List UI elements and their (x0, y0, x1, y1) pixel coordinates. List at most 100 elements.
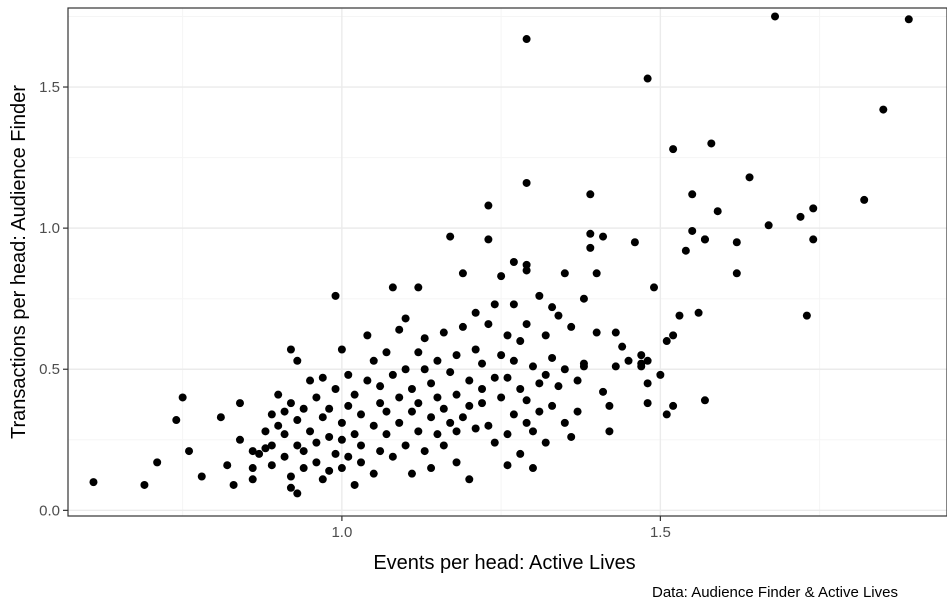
data-point (325, 466, 334, 475)
data-point (331, 385, 340, 393)
data-point (280, 430, 289, 439)
data-point (350, 480, 359, 489)
data-point (567, 432, 576, 441)
data-point (554, 382, 563, 391)
data-point (637, 362, 646, 371)
data-point (286, 472, 295, 481)
y-tick-label: 0.5 (39, 361, 60, 378)
data-point (458, 322, 467, 331)
data-point (465, 401, 474, 410)
data-point (401, 441, 410, 450)
data-point (516, 385, 525, 393)
data-point (325, 404, 334, 413)
data-point (548, 303, 557, 312)
data-point (522, 320, 531, 329)
data-point (337, 345, 346, 354)
data-point (89, 478, 98, 487)
data-point (522, 260, 531, 269)
data-point (567, 322, 576, 331)
data-point (560, 365, 569, 374)
data-point (656, 370, 665, 379)
data-point (522, 266, 531, 275)
y-tick-label: 1.0 (39, 220, 60, 237)
data-point (446, 232, 455, 241)
data-point (267, 441, 276, 450)
data-point (560, 418, 569, 427)
data-point (140, 480, 149, 489)
data-point (172, 416, 181, 425)
data-point (503, 373, 512, 382)
data-point (579, 359, 588, 368)
data-point (325, 432, 334, 441)
data-point (497, 272, 506, 281)
data-point (509, 410, 518, 419)
data-point (395, 418, 404, 427)
data-point (745, 173, 754, 182)
data-point (433, 356, 442, 365)
data-point (331, 291, 340, 300)
y-axis-title: Transactions per head: Audience Finder (8, 85, 30, 439)
data-point (503, 430, 512, 439)
data-point (503, 461, 512, 470)
data-point (541, 370, 550, 379)
data-point (223, 461, 232, 470)
y-axis-ticks: 0.0 0.5 1.0 1.5 (39, 79, 68, 519)
data-point (414, 427, 423, 436)
data-point (337, 435, 346, 444)
grid-major (68, 8, 947, 516)
data-point (509, 300, 518, 309)
data-point (586, 229, 595, 238)
data-point (497, 393, 506, 402)
data-point (484, 235, 493, 244)
data-point (357, 441, 365, 450)
data-point (185, 447, 194, 456)
data-point (592, 269, 601, 278)
data-point (427, 379, 436, 388)
data-point (267, 461, 276, 470)
data-point (509, 258, 518, 266)
data-point (357, 410, 365, 419)
data-point (471, 345, 480, 354)
data-point (605, 427, 614, 436)
data-point (306, 427, 315, 436)
data-point (669, 331, 678, 340)
data-point (630, 238, 639, 247)
data-point (528, 427, 537, 436)
data-point (700, 235, 709, 244)
data-point (369, 356, 378, 365)
data-point (382, 430, 391, 439)
data-point (688, 226, 697, 235)
data-point (274, 421, 283, 430)
data-point (548, 401, 557, 410)
data-point (541, 438, 550, 447)
data-point (255, 449, 264, 458)
data-point (528, 362, 537, 371)
data-point (452, 427, 461, 436)
data-point (452, 390, 461, 399)
data-point (407, 385, 416, 393)
data-point (376, 382, 385, 391)
data-point (541, 331, 550, 340)
data-point (299, 404, 308, 413)
data-point (395, 393, 404, 402)
data-point (420, 447, 429, 456)
data-point (465, 475, 474, 484)
data-point (216, 413, 225, 422)
data-point (357, 458, 365, 467)
data-point (599, 232, 608, 241)
data-point (312, 438, 321, 447)
data-point (478, 385, 487, 393)
data-point (433, 393, 442, 402)
data-point (363, 376, 372, 385)
data-point (560, 269, 569, 278)
data-point (471, 308, 480, 317)
data-point (248, 447, 257, 456)
data-point (280, 407, 289, 416)
data-point (618, 342, 627, 351)
data-point (478, 359, 487, 368)
data-point (286, 345, 295, 354)
data-point (318, 373, 327, 382)
data-point (605, 401, 614, 410)
data-point (490, 438, 499, 447)
